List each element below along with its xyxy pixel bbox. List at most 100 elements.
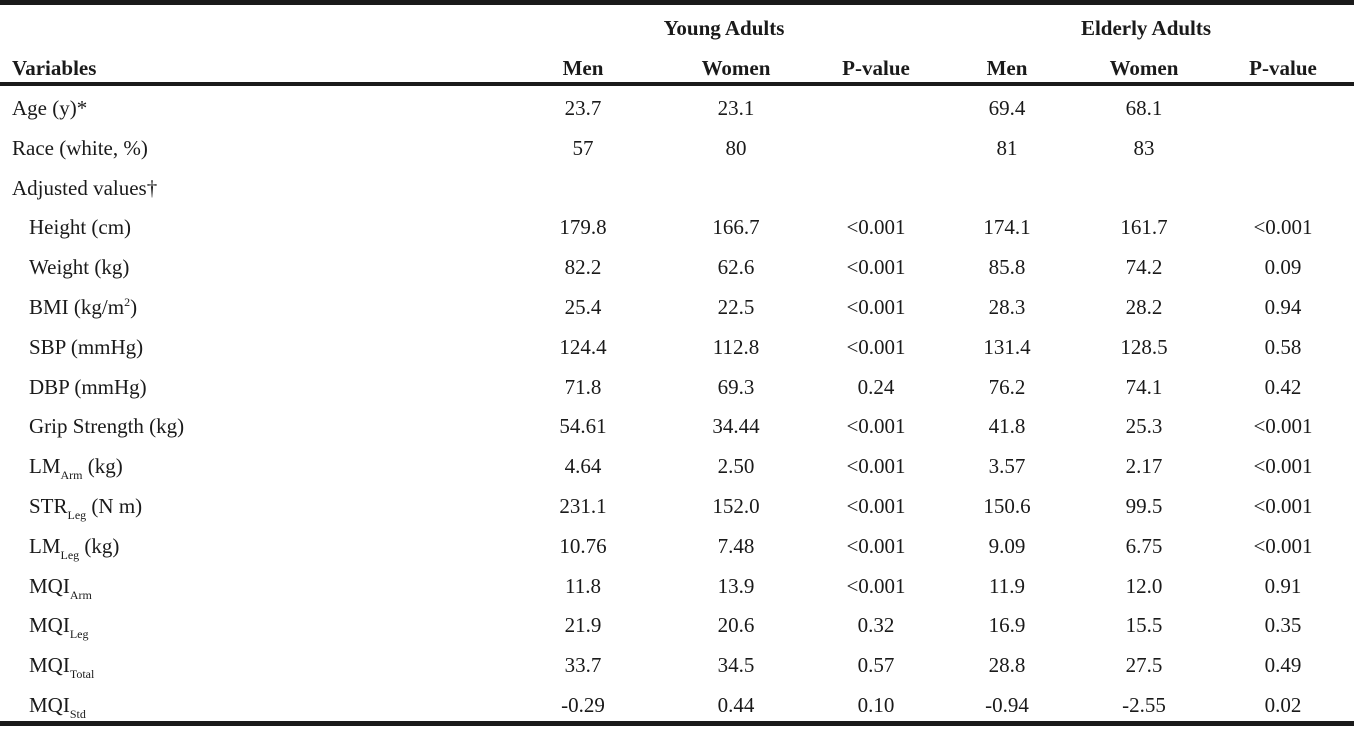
cell-elderly-women: 27.5: [1125, 653, 1163, 677]
cell-young-men: 23.7: [564, 96, 602, 120]
cell-elderly-men: -0.94: [985, 693, 1029, 717]
cell-young-women: 62.6: [717, 255, 755, 279]
cell-young-women: 2.50: [717, 454, 755, 478]
cell-young-men: 54.61: [559, 414, 607, 438]
row-label: Grip Strength (kg): [29, 414, 185, 438]
cell-young-men: 25.4: [564, 295, 602, 319]
row-label: Height (cm): [29, 215, 132, 239]
cell-elderly-pvalue: <0.001: [1253, 494, 1313, 518]
cell-young-women: 34.5: [717, 653, 755, 677]
top-rule: [0, 0, 1354, 5]
cell-young-pvalue: 0.32: [857, 613, 895, 637]
cell-elderly-pvalue: 0.94: [1264, 295, 1302, 319]
cell-young-women: 20.6: [717, 613, 755, 637]
column-header-elderly-pvalue: P-value: [1249, 56, 1317, 80]
cell-elderly-women: -2.55: [1122, 693, 1166, 717]
cell-young-men: 4.64: [564, 454, 602, 478]
cell-elderly-women: 2.17: [1125, 454, 1163, 478]
cell-young-women: 34.44: [712, 414, 760, 438]
cell-elderly-men: 85.8: [988, 255, 1026, 279]
cell-elderly-women: 12.0: [1125, 574, 1163, 598]
row-label: STRLeg (N m): [29, 494, 143, 522]
row-label: MQIStd: [29, 693, 86, 721]
cell-elderly-women: 6.75: [1125, 534, 1163, 558]
column-header-variables: Variables: [12, 56, 97, 80]
cell-elderly-pvalue: <0.001: [1253, 454, 1313, 478]
cell-elderly-pvalue: 0.09: [1264, 255, 1302, 279]
cell-elderly-pvalue: 0.91: [1264, 574, 1302, 598]
row-label: SBP (mmHg): [29, 335, 144, 359]
cell-elderly-women: 74.1: [1125, 375, 1163, 399]
cell-young-pvalue: <0.001: [846, 335, 906, 359]
column-header-young-women: Women: [701, 56, 771, 80]
cell-elderly-pvalue: 0.58: [1264, 335, 1302, 359]
cell-young-men: 124.4: [559, 335, 607, 359]
group-header-elderly: Elderly Adults: [1080, 16, 1212, 40]
cell-young-pvalue: <0.001: [846, 534, 906, 558]
row-label: BMI (kg/m2): [29, 295, 138, 319]
cell-elderly-men: 76.2: [988, 375, 1026, 399]
cell-young-pvalue: 0.10: [857, 693, 895, 717]
cell-elderly-men: 3.57: [988, 454, 1026, 478]
cell-young-men: 231.1: [559, 494, 607, 518]
cell-elderly-men: 9.09: [988, 534, 1026, 558]
cell-young-men: 71.8: [564, 375, 602, 399]
row-label: LMArm (kg): [29, 454, 123, 482]
cell-young-men: 57: [572, 136, 594, 160]
row-label: LMLeg (kg): [29, 534, 120, 562]
cell-elderly-women: 74.2: [1125, 255, 1163, 279]
group-header-young: Young Adults: [663, 16, 785, 40]
cell-young-women: 13.9: [717, 574, 755, 598]
cell-elderly-pvalue: <0.001: [1253, 215, 1313, 239]
cell-young-women: 80: [725, 136, 747, 160]
cell-young-men: 11.8: [565, 574, 601, 598]
column-header-young-men: Men: [562, 56, 604, 80]
cell-young-pvalue: <0.001: [846, 255, 906, 279]
column-header-elderly-women: Women: [1109, 56, 1179, 80]
cell-elderly-men: 174.1: [983, 215, 1031, 239]
cell-elderly-pvalue: <0.001: [1253, 414, 1313, 438]
cell-young-women: 152.0: [712, 494, 760, 518]
cell-elderly-men: 150.6: [983, 494, 1031, 518]
row-label: MQILeg: [29, 613, 89, 641]
cell-young-pvalue: <0.001: [846, 295, 906, 319]
cell-young-men: -0.29: [561, 693, 605, 717]
row-label: Adjusted values†: [12, 176, 158, 200]
cell-young-men: 82.2: [564, 255, 602, 279]
row-label: Age (y)*: [12, 96, 88, 120]
cell-elderly-pvalue: 0.35: [1264, 613, 1302, 637]
cell-elderly-women: 15.5: [1125, 613, 1163, 637]
cell-elderly-pvalue: 0.49: [1264, 653, 1302, 677]
cell-elderly-women: 161.7: [1120, 215, 1168, 239]
cell-young-pvalue: 0.24: [857, 375, 895, 399]
cell-elderly-men: 28.3: [988, 295, 1026, 319]
cell-elderly-women: 128.5: [1120, 335, 1168, 359]
cell-elderly-men: 16.9: [988, 613, 1026, 637]
cell-young-men: 10.76: [559, 534, 607, 558]
row-label: Race (white, %): [12, 136, 148, 160]
cell-young-men: 21.9: [564, 613, 602, 637]
cell-elderly-pvalue: 0.02: [1264, 693, 1302, 717]
row-label: MQITotal: [29, 653, 95, 681]
cell-young-pvalue: 0.57: [857, 653, 895, 677]
cell-elderly-women: 83: [1133, 136, 1155, 160]
cell-young-pvalue: <0.001: [846, 494, 906, 518]
cell-elderly-women: 68.1: [1125, 96, 1163, 120]
column-header-young-pvalue: P-value: [842, 56, 910, 80]
cell-young-women: 23.1: [717, 96, 755, 120]
cell-elderly-men: 41.8: [988, 414, 1026, 438]
cell-young-pvalue: <0.001: [846, 215, 906, 239]
cell-young-women: 7.48: [717, 534, 755, 558]
row-label: DBP (mmHg): [29, 375, 147, 399]
cell-elderly-men: 131.4: [983, 335, 1031, 359]
cell-elderly-men: 81: [996, 136, 1018, 160]
row-label: Weight (kg): [29, 255, 130, 279]
cell-young-pvalue: <0.001: [846, 414, 906, 438]
cell-young-women: 69.3: [717, 375, 755, 399]
cell-young-men: 33.7: [564, 653, 602, 677]
bottom-rule: [0, 721, 1354, 726]
cell-young-women: 0.44: [717, 693, 755, 717]
cell-elderly-pvalue: <0.001: [1253, 534, 1313, 558]
cell-elderly-women: 28.2: [1125, 295, 1163, 319]
cell-young-pvalue: <0.001: [846, 574, 906, 598]
